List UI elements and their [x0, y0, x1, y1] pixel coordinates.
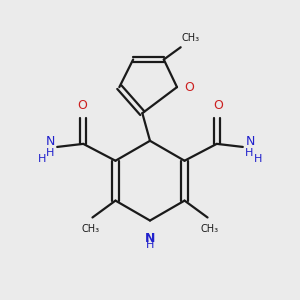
Text: CH₃: CH₃	[200, 224, 218, 234]
Text: H: H	[254, 154, 262, 164]
Text: H: H	[245, 148, 253, 158]
Text: CH₃: CH₃	[82, 224, 100, 234]
Text: H: H	[46, 148, 55, 158]
Text: O: O	[213, 99, 223, 112]
Text: N: N	[245, 135, 255, 148]
Text: H: H	[38, 154, 46, 164]
Text: O: O	[185, 81, 194, 94]
Text: CH₃: CH₃	[181, 33, 200, 43]
Text: O: O	[77, 99, 87, 112]
Text: N: N	[145, 232, 155, 245]
Text: N: N	[45, 135, 55, 148]
Text: H: H	[146, 241, 154, 250]
